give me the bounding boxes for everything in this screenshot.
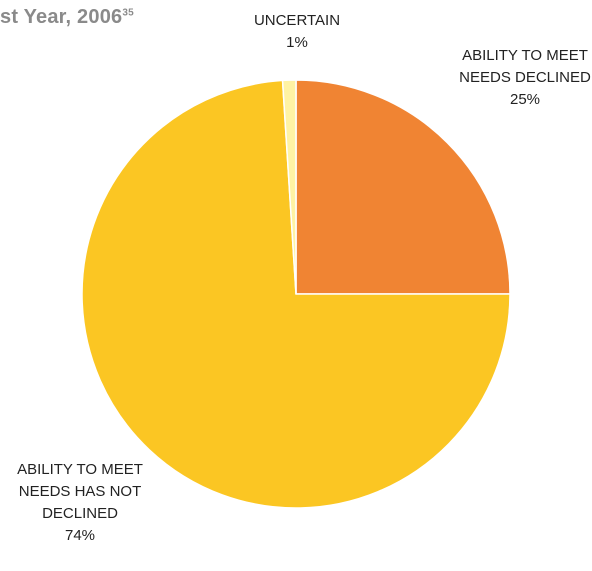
slice-label-uncertain: UNCERTAIN 1% — [222, 10, 372, 54]
slice-ability-not-declined — [81, 79, 511, 509]
slice-label-declined: ABILITY TO MEET NEEDS DECLINED 25% — [440, 45, 592, 111]
chart-title: st Year, 200635 — [0, 6, 134, 29]
slice-label-uncertain-value: 1% — [286, 34, 308, 51]
chart-title-footnote: 35 — [122, 7, 134, 19]
slice-label-declined-line-1: ABILITY TO MEET — [462, 47, 588, 64]
slice-label-not-declined: ABILITY TO MEET NEEDS HAS NOT DECLINED 7… — [0, 459, 160, 547]
slice-label-uncertain-line-1: UNCERTAIN — [253, 12, 341, 29]
slice-ability-declined — [295, 79, 511, 295]
slice-label-not-declined-line-3: DECLINED — [42, 505, 118, 522]
slice-label-declined-line-2: NEEDS DECLINED — [459, 69, 591, 86]
chart-title-text: st Year, 2006 — [0, 6, 123, 28]
slice-label-not-declined-value: 74% — [64, 527, 96, 544]
slice-label-not-declined-line-2: NEEDS HAS NOT — [18, 483, 142, 500]
slice-uncertain — [281, 79, 297, 295]
slice-label-declined-value: 25% — [509, 91, 541, 108]
slice-label-not-declined-line-1: ABILITY TO MEET — [17, 461, 143, 478]
